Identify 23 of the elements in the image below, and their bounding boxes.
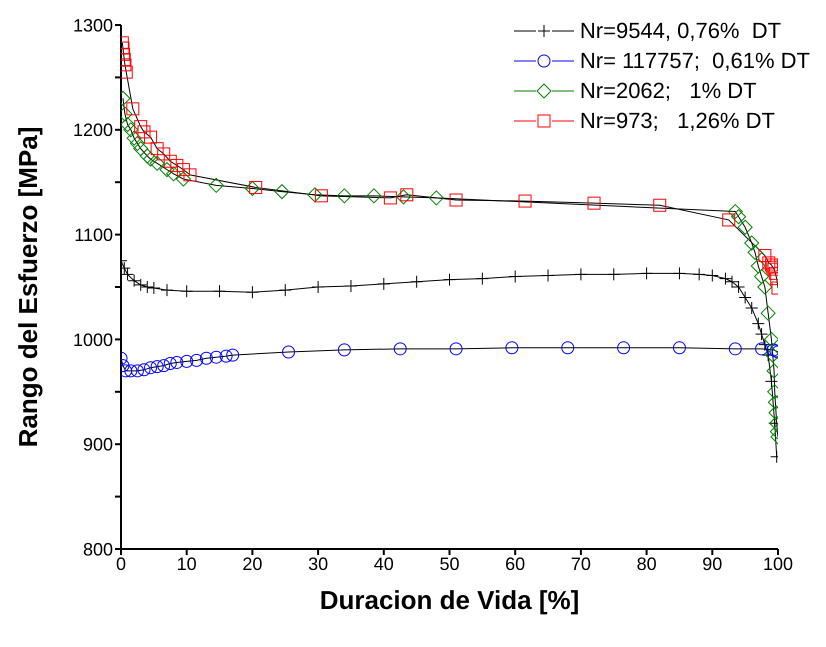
y-tick-label: 1300 — [72, 15, 113, 36]
y-tick-label: 900 — [82, 434, 113, 455]
x-tick-label: 70 — [570, 554, 591, 574]
x-tick-label: 20 — [242, 554, 262, 574]
x-tick-label: 0 — [116, 554, 126, 574]
x-tick-label: 40 — [374, 554, 394, 574]
x-axis-title: Duracion de Vida [%] — [320, 585, 580, 615]
legend-label: Nr=9544, 0,76% DT — [580, 17, 782, 45]
x-tick-label: 100 — [762, 554, 794, 574]
y-tick-label: 800 — [82, 539, 113, 560]
y-tick-label: 1100 — [74, 224, 113, 245]
x-tick-label: 90 — [702, 554, 722, 574]
legend-label: Nr=973; 1,26% DT — [580, 107, 775, 135]
y-tick-label: 1200 — [72, 120, 113, 140]
x-tick-label: 50 — [439, 554, 460, 574]
y-tick-label: 1000 — [72, 330, 113, 350]
x-tick-label: 30 — [308, 554, 328, 574]
legend-label: Nr= 117757; 0,61% DT — [580, 47, 810, 75]
legend-label: Nr=2062; 1% DT — [580, 77, 757, 105]
x-tick-label: 60 — [505, 554, 526, 574]
x-tick-label: 10 — [176, 554, 197, 574]
x-tick-label: 80 — [636, 554, 657, 574]
y-axis-title: Rango del Esfuerzo [MPa] — [13, 126, 44, 448]
